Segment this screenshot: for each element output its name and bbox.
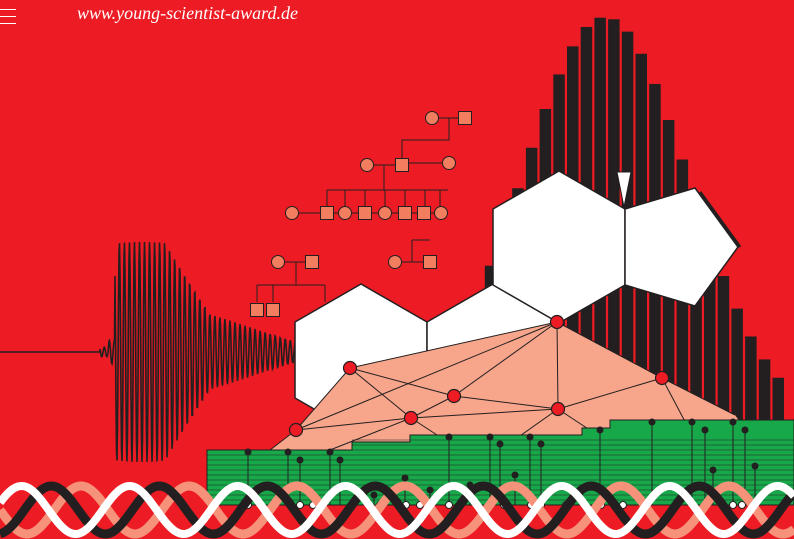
network-edge [556, 321, 559, 410]
circuit-pin [370, 491, 378, 499]
circuit-pin [496, 440, 504, 448]
network-node [342, 360, 358, 376]
pedigree-male [395, 158, 409, 172]
network-node [654, 370, 670, 386]
network-node [288, 422, 304, 438]
pedigree-male [417, 206, 431, 220]
network-edge [410, 408, 559, 419]
circuit-terminal [729, 501, 737, 509]
website-url: www.young-scientist-award.de [77, 3, 298, 23]
circuit-pin [701, 426, 709, 434]
pedigree-line [401, 118, 450, 164]
pentagon-ring [624, 187, 739, 307]
network-node [549, 314, 565, 330]
network-node [403, 410, 419, 426]
wedge-bond [616, 171, 632, 208]
pedigree-male [266, 303, 280, 317]
pedigree-female [338, 206, 352, 220]
pedigree-female [434, 206, 448, 220]
circuit-pin [537, 440, 545, 448]
network-edge [453, 395, 559, 410]
circuit-terminal [738, 501, 746, 509]
histogram-bar [704, 239, 716, 425]
network-edge [557, 377, 663, 410]
circuit-pin [426, 486, 434, 494]
network-edge [453, 321, 558, 397]
circuit-pin [244, 448, 252, 456]
circuit-pin [401, 474, 409, 482]
pedigree-female [378, 206, 392, 220]
network-edge [349, 367, 412, 419]
circuit-pin [596, 426, 604, 434]
circuit-pin [326, 448, 334, 456]
network-edge [349, 321, 558, 369]
circuit-pin [751, 462, 759, 470]
circuit-pin [526, 433, 534, 441]
network-edge [295, 321, 558, 431]
pedigree-line [383, 165, 448, 191]
circuit-pin [688, 418, 696, 426]
pedigree-male [305, 255, 319, 269]
circuit-pin [741, 426, 749, 434]
network-edge [329, 417, 412, 451]
pedigree-female [388, 255, 402, 269]
pedigree-female [271, 255, 285, 269]
circuit-pin [445, 433, 453, 441]
dna-helix [0, 481, 794, 539]
histogram-bar [690, 200, 702, 425]
histogram-bar [731, 308, 743, 425]
network-area [270, 322, 760, 450]
network-edge [295, 417, 412, 431]
pedigree-male [250, 303, 264, 317]
pedigree-male [320, 206, 334, 220]
pedigree-female [442, 156, 456, 170]
network-edge [556, 321, 663, 379]
helix-strand-white [0, 481, 794, 539]
pedigree-chart [250, 111, 472, 317]
pedigree-female [285, 206, 299, 220]
histogram-bar [717, 276, 730, 425]
circuit-pin [729, 418, 737, 426]
network-node [446, 388, 462, 404]
pedigree-male [423, 255, 437, 269]
network-edge [295, 367, 351, 431]
circuit-pin [648, 418, 656, 426]
pedigree-female [360, 158, 374, 172]
helix-strand-dark [0, 481, 794, 539]
histogram-bar [745, 336, 757, 425]
menu-icon[interactable] [0, 4, 16, 30]
waveform-signal [0, 241, 301, 463]
circuit-pin [284, 448, 292, 456]
network-edge [661, 377, 736, 416]
histogram-bar [772, 377, 784, 425]
pedigree-male [398, 206, 412, 220]
circuit-pin [511, 471, 519, 479]
pedigree-male [458, 111, 472, 125]
circuit-pin [709, 466, 717, 474]
pedigree-male [358, 206, 372, 220]
circuit-pin [486, 433, 494, 441]
circuit-terminal [296, 501, 304, 509]
circuit-pin [336, 456, 344, 464]
pedigree-female [425, 111, 439, 125]
double-bond [698, 191, 742, 248]
network-node [550, 401, 566, 417]
network-edge [410, 395, 455, 419]
histogram-bar [758, 359, 771, 425]
circuit-pin [296, 456, 304, 464]
network-edge [349, 367, 455, 397]
circuit-terminal [445, 501, 453, 509]
